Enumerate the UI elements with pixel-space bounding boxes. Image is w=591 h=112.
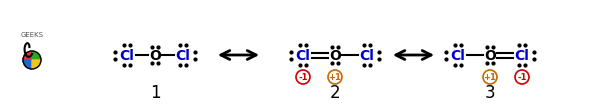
Text: -1: -1 <box>298 73 308 82</box>
Wedge shape <box>23 52 32 60</box>
Text: 3: 3 <box>485 83 495 101</box>
Text: Cl: Cl <box>296 49 310 62</box>
Wedge shape <box>23 60 32 69</box>
Text: Cl: Cl <box>450 49 466 62</box>
Text: O: O <box>484 49 496 62</box>
Wedge shape <box>32 60 41 69</box>
Text: Cl: Cl <box>515 49 530 62</box>
Wedge shape <box>32 52 41 60</box>
Text: O: O <box>149 49 161 62</box>
Text: 1: 1 <box>150 83 160 101</box>
Text: Cl: Cl <box>176 49 190 62</box>
Text: 2: 2 <box>330 83 340 101</box>
Text: Cl: Cl <box>119 49 134 62</box>
Text: O: O <box>329 49 341 62</box>
Text: +1: +1 <box>329 73 342 82</box>
Text: -1: -1 <box>517 73 527 82</box>
Text: Cl: Cl <box>359 49 375 62</box>
Text: +1: +1 <box>483 73 496 82</box>
Text: GEEKS: GEEKS <box>21 32 44 38</box>
